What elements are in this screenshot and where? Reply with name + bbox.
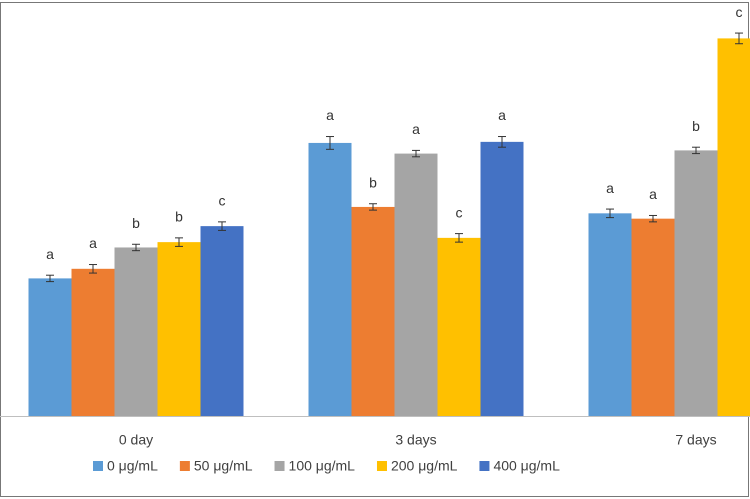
legend-label: 100 μg/mL [289,458,356,474]
significance-letter: a [606,180,614,196]
legend-label: 0 μg/mL [107,458,158,474]
significance-letter: a [498,107,506,123]
legend-swatch [274,461,285,471]
bar [351,206,395,416]
bar [588,213,632,416]
legend-swatch [479,461,490,471]
significance-letter: c [736,4,743,20]
bar [437,237,481,416]
significance-letter: a [412,121,420,137]
legend-swatch [376,461,387,471]
bar [71,268,115,416]
bar [717,38,750,417]
legend-swatch [93,461,103,471]
bar [114,247,158,416]
legend-swatch [179,461,190,471]
significance-letter: a [46,246,54,262]
x-tick-label: 0 day [119,432,153,448]
bar [157,242,201,416]
bar [308,142,352,416]
significance-letter: a [326,107,334,123]
significance-letter: b [175,209,183,225]
significance-letter: b [369,174,377,190]
legend-label: 400 μg/mL [493,458,560,474]
significance-letter: b [692,118,700,134]
bar [631,218,675,416]
legend-label: 200 μg/mL [391,458,458,474]
significance-letter: c [219,193,226,209]
bar [674,150,718,416]
significance-letter: b [132,215,140,231]
significance-letter: a [89,235,97,251]
bar [394,153,438,416]
bar [200,226,244,416]
x-tick-label: 7 days [675,432,716,448]
significance-letter: c [456,204,463,220]
bar [480,141,524,416]
significance-letter: a [649,186,657,202]
legend-label: 50 μg/mL [194,458,253,474]
bar [28,278,72,416]
x-tick-label: 3 days [395,432,436,448]
